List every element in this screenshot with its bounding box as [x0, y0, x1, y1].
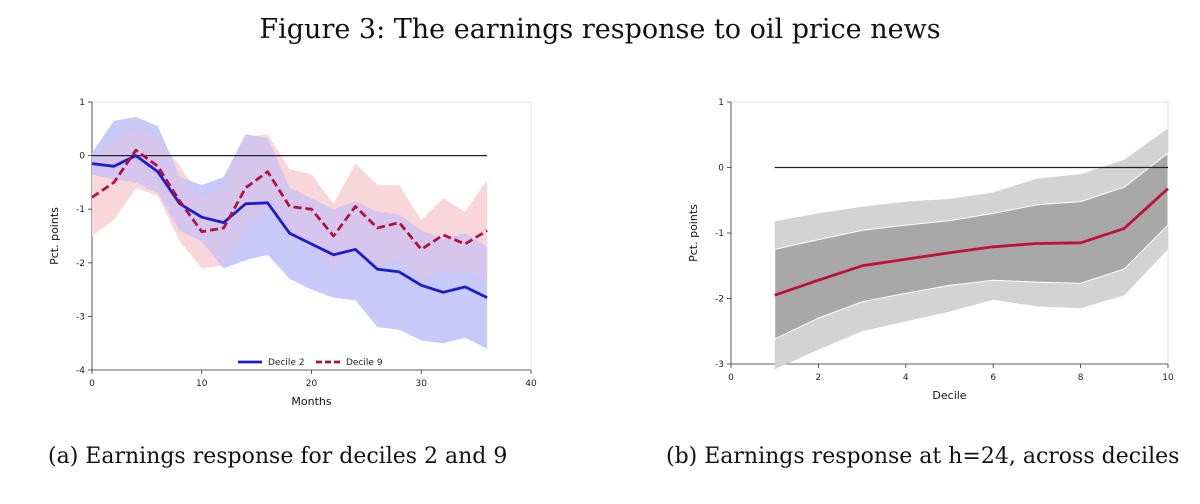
x-tick-label: 0	[728, 373, 734, 383]
legend-label-decile-9: Decile 9	[346, 358, 383, 368]
x-axis-label: Decile	[932, 389, 966, 402]
x-tick-label: 6	[990, 373, 996, 383]
x-tick-label: 10	[1162, 373, 1174, 383]
y-tick-label: -2	[76, 259, 85, 269]
x-tick-label: 40	[525, 379, 537, 389]
x-tick-label: 4	[903, 373, 909, 383]
legend-label-decile-2: Decile 2	[268, 358, 305, 368]
y-tick-label: 1	[79, 98, 85, 108]
x-axis-label: Months	[291, 395, 331, 408]
caption-a: (a) Earnings response for deciles 2 and …	[48, 444, 508, 469]
y-tick-label: -1	[76, 205, 85, 215]
y-tick-label: 0	[718, 164, 724, 174]
decile-2-line	[91, 154, 488, 299]
y-tick-label: 1	[718, 98, 724, 108]
y-tick-label: -2	[715, 295, 724, 305]
y-tick-label: -1	[715, 229, 724, 239]
decile-response-line	[774, 187, 1169, 297]
y-tick-label: -4	[76, 366, 85, 376]
caption-b: (b) Earnings response at h=24, across de…	[666, 444, 1180, 469]
figure-title: Figure 3: The earnings response to oil p…	[259, 14, 941, 45]
y-tick-label: -3	[76, 312, 85, 322]
x-tick-label: 8	[1078, 373, 1084, 383]
x-tick-label: 2	[816, 373, 822, 383]
y-axis-label: Pct. points	[687, 204, 700, 262]
x-tick-label: 30	[416, 379, 428, 389]
x-tick-label: 20	[306, 379, 318, 389]
inner-confidence-band	[774, 152, 1169, 340]
y-tick-label: -3	[715, 360, 724, 370]
y-axis-label: Pct. points	[48, 207, 61, 265]
y-tick-label: 0	[79, 152, 85, 162]
x-tick-label: 0	[89, 379, 95, 389]
x-tick-label: 10	[196, 379, 208, 389]
